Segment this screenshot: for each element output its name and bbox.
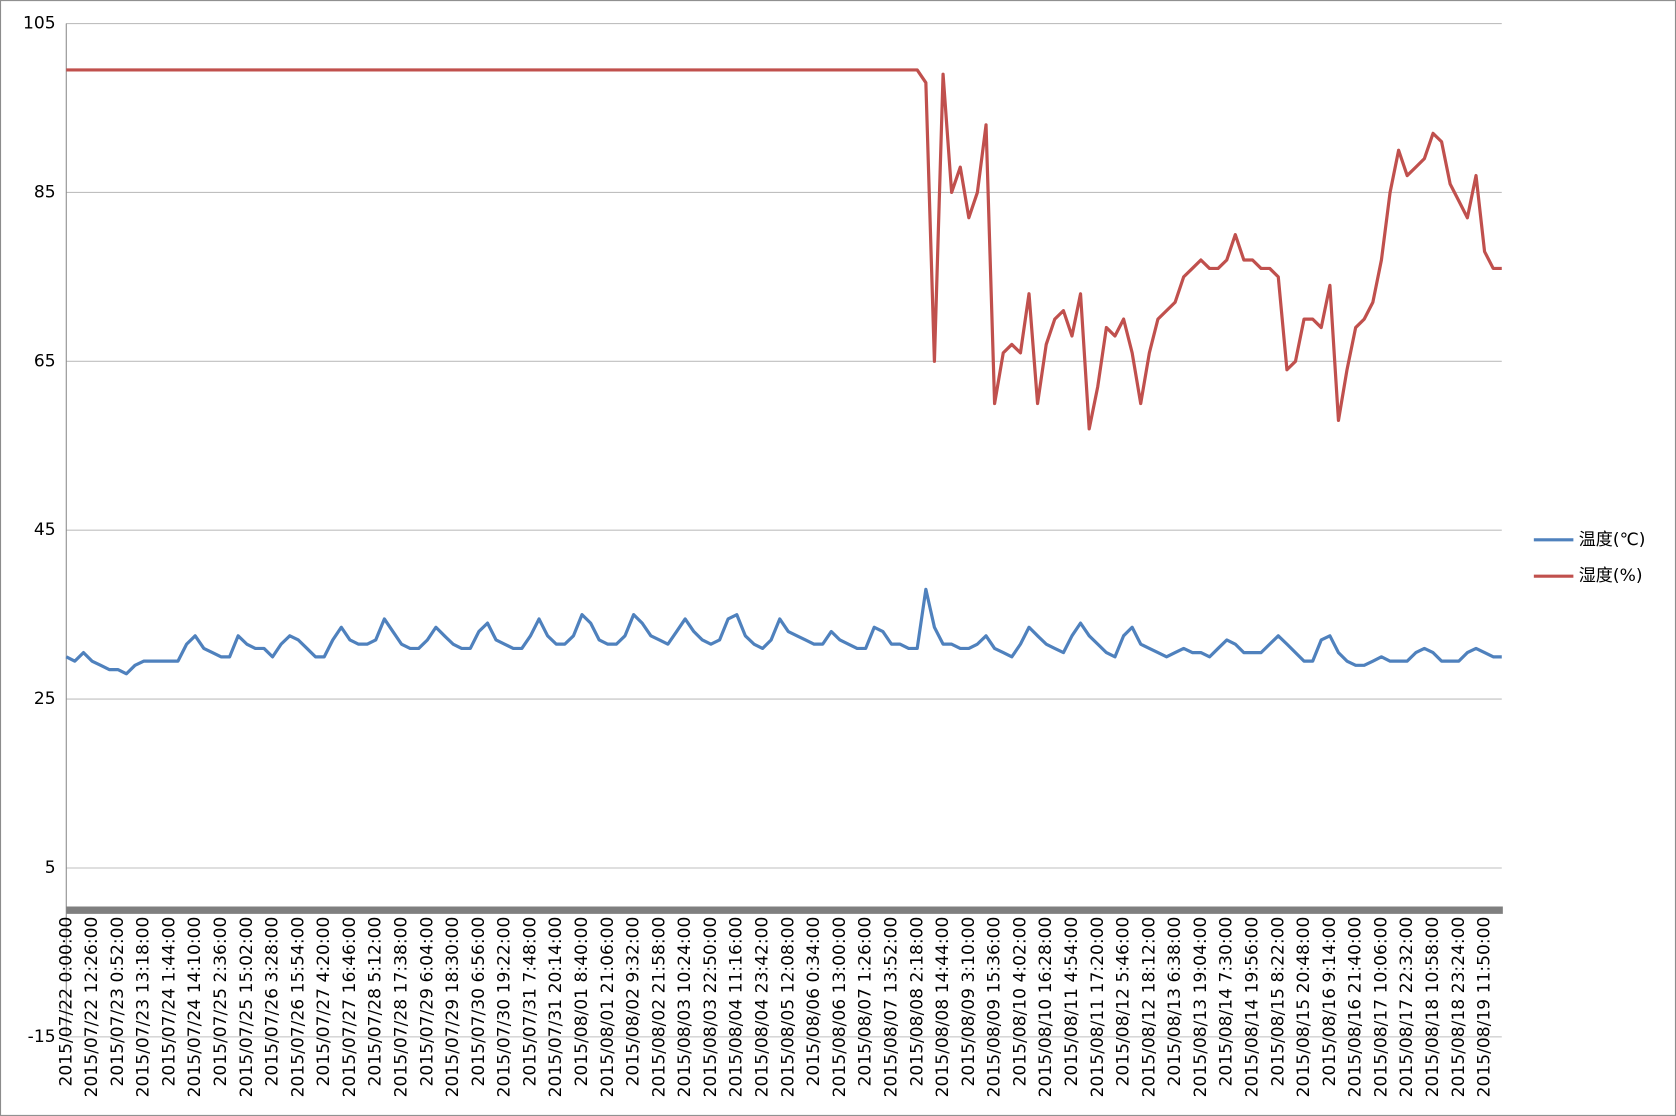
x-tick-label: 2015/07/29 6:04:00 [417,917,437,1087]
x-tick-label: 2015/07/26 15:54:00 [288,917,308,1098]
x-tick-label: 2015/08/16 21:40:00 [1346,917,1366,1098]
legend-label: 湿度(%) [1579,566,1643,586]
x-tick-label: 2015/08/14 19:56:00 [1242,917,1262,1098]
x-tick-label: 2015/08/12 18:12:00 [1139,917,1159,1098]
x-tick-label: 2015/07/23 0:52:00 [108,917,128,1087]
y-tick-label: 5 [45,858,56,878]
x-tick-label: 2015/08/08 2:18:00 [907,917,927,1087]
x-tick-label: 2015/08/01 8:40:00 [572,917,592,1087]
x-tick-label: 2015/07/25 2:36:00 [211,917,231,1087]
x-tick-label: 2015/08/04 11:16:00 [727,917,747,1098]
x-tick-label: 2015/08/09 3:10:00 [959,917,979,1087]
x-tick-label: 2015/08/13 19:04:00 [1191,917,1211,1098]
x-tick-label: 2015/08/01 21:06:00 [598,917,618,1098]
y-tick-label: 25 [34,689,56,709]
x-tick-label: 2015/07/23 13:18:00 [134,917,154,1098]
legend-label: 温度(℃) [1579,530,1646,550]
x-tick-label: 2015/07/24 14:10:00 [185,917,205,1098]
x-tick-label: 2015/08/06 13:00:00 [830,917,850,1098]
x-tick-label: 2015/07/30 6:56:00 [469,917,489,1087]
x-tick-label: 2015/07/28 17:38:00 [392,917,412,1098]
x-tick-label: 2015/08/11 17:20:00 [1088,917,1108,1098]
x-tick-label: 2015/07/26 3:28:00 [263,917,283,1087]
y-tick-label: 65 [34,351,56,371]
x-tick-label: 2015/07/22 12:26:00 [82,917,102,1098]
x-tick-label: 2015/08/04 23:42:00 [753,917,773,1098]
x-tick-label: 2015/07/27 4:20:00 [314,917,334,1087]
x-tick-label: 2015/08/15 20:48:00 [1294,917,1314,1098]
x-tick-label: 2015/08/15 8:22:00 [1268,917,1288,1087]
y-tick-label: 45 [34,520,56,540]
x-tick-label: 2015/08/14 7:30:00 [1217,917,1237,1087]
x-tick-label: 2015/08/03 10:24:00 [675,917,695,1098]
x-tick-label: 2015/07/27 16:46:00 [340,917,360,1098]
x-tick-label: 2015/07/31 20:14:00 [546,917,566,1098]
x-tick-label: 2015/08/02 21:58:00 [649,917,669,1098]
x-tick-label: 2015/08/18 10:58:00 [1423,917,1443,1098]
x-tick-label: 2015/07/22 0:00:00 [56,917,76,1087]
x-tick-label: 2015/08/13 6:38:00 [1165,917,1185,1087]
x-tick-label: 2015/08/16 9:14:00 [1320,917,1340,1087]
y-tick-label: 85 [34,182,56,202]
series-line [66,68,1502,431]
x-tick-label: 2015/07/31 7:48:00 [520,917,540,1087]
y-tick-label: -15 [28,1027,56,1047]
x-tick-label: 2015/08/07 1:26:00 [856,917,876,1087]
x-tick-label: 2015/08/10 4:02:00 [1010,917,1030,1087]
x-tick-label: 2015/08/02 9:32:00 [624,917,644,1087]
x-tick-label: 2015/08/03 22:50:00 [701,917,721,1098]
x-tick-label: 2015/08/09 15:36:00 [985,917,1005,1098]
x-tick-label: 2015/07/29 18:30:00 [443,917,463,1098]
x-tick-label: 2015/07/25 15:02:00 [237,917,257,1098]
x-tick-label: 2015/08/10 16:28:00 [1036,917,1056,1098]
x-tick-label: 2015/07/28 5:12:00 [366,917,386,1087]
x-tick-label: 2015/08/19 11:50:00 [1475,917,1495,1098]
x-tick-label: 2015/08/18 23:24:00 [1449,917,1469,1098]
x-tick-label: 2015/08/12 5:46:00 [1114,917,1134,1087]
x-tick-label: 2015/08/06 0:34:00 [804,917,824,1087]
x-tick-label: 2015/08/08 14:44:00 [933,917,953,1098]
x-tick-label: 2015/08/17 22:32:00 [1397,917,1417,1098]
series-line [65,587,1502,676]
x-tick-label: 2015/08/05 12:08:00 [778,917,798,1098]
x-tick-label: 2015/08/07 13:52:00 [881,917,901,1098]
x-tick-label: 2015/08/11 4:54:00 [1062,917,1082,1087]
x-tick-label: 2015/07/30 19:22:00 [495,917,515,1098]
x-tick-label: 2015/07/24 1:44:00 [159,917,179,1087]
y-tick-label: 105 [23,14,56,34]
x-tick-label: 2015/08/17 10:06:00 [1371,917,1391,1098]
